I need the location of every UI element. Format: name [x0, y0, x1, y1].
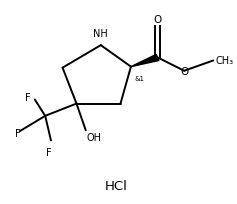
Polygon shape: [131, 55, 159, 67]
Text: HCl: HCl: [105, 179, 127, 192]
Text: F: F: [14, 129, 20, 139]
Text: O: O: [153, 14, 162, 24]
Text: &1: &1: [135, 75, 145, 81]
Text: O: O: [181, 67, 189, 77]
Text: NH: NH: [93, 29, 108, 39]
Text: OH: OH: [87, 133, 102, 143]
Text: F: F: [25, 93, 31, 103]
Text: CH₃: CH₃: [215, 56, 234, 66]
Text: F: F: [46, 147, 51, 157]
